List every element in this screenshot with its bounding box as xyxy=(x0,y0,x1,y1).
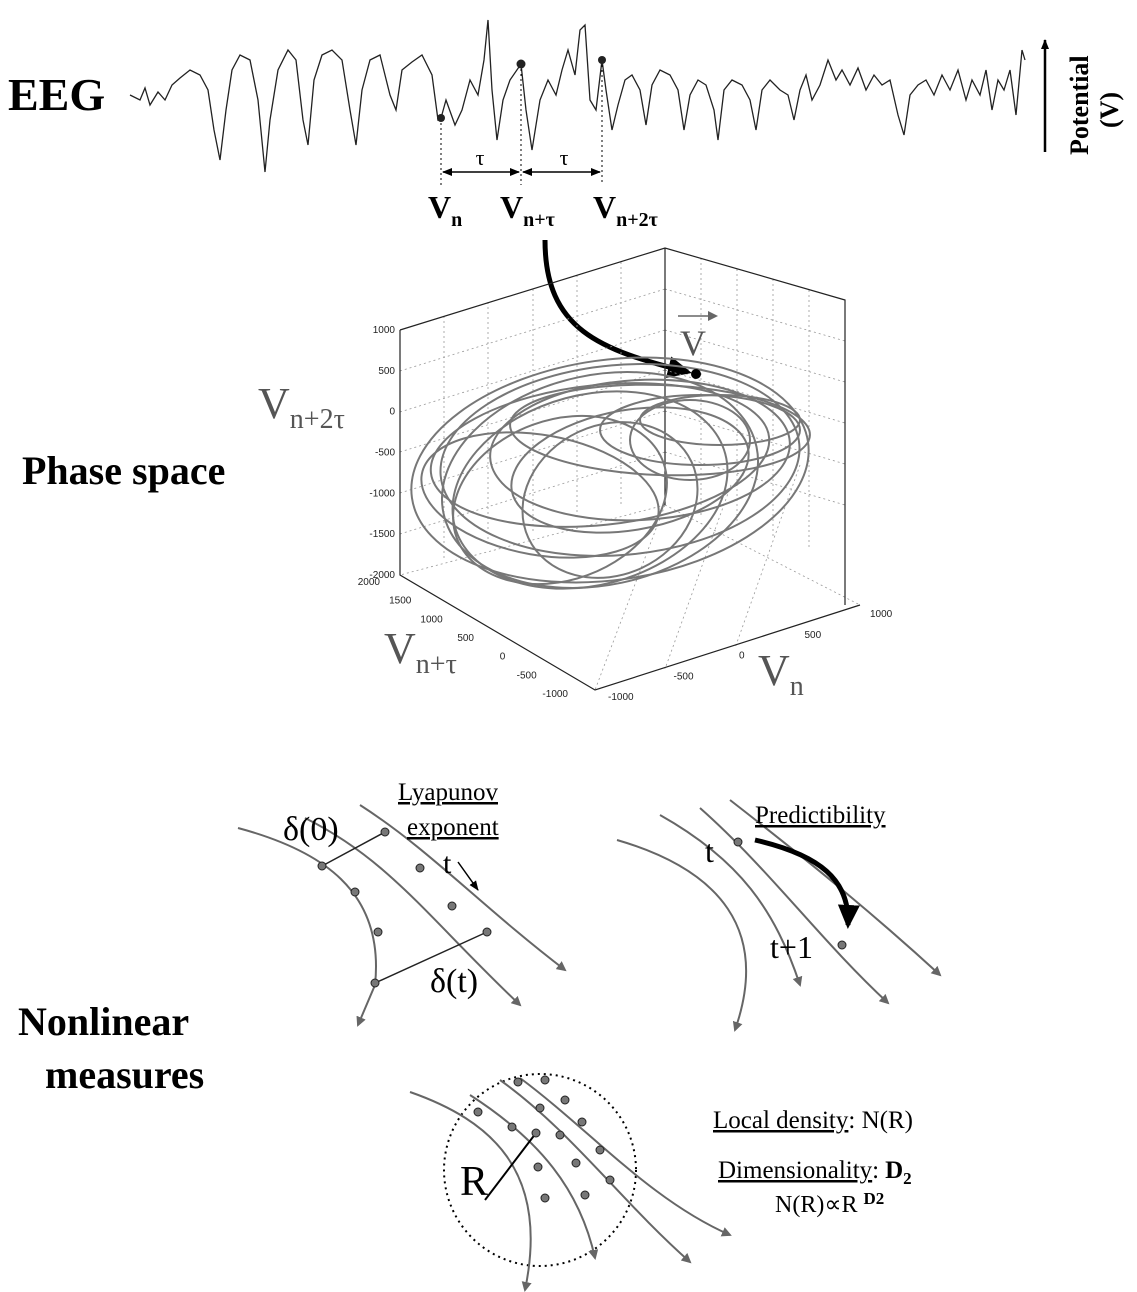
embedding-arrow xyxy=(545,240,688,372)
tick-label: 0 xyxy=(500,652,506,663)
lyapunov-label: exponent xyxy=(407,814,499,841)
section-title: measures xyxy=(45,1052,204,1097)
section-title: Phase space xyxy=(22,448,225,493)
phase-frame xyxy=(400,248,860,690)
axis-label: Vn+2τ xyxy=(258,379,345,435)
lyapunov-final: δ(t) xyxy=(430,963,478,1000)
dimension-diagram xyxy=(410,1074,730,1290)
tick-label: -1500 xyxy=(369,529,395,540)
tick-label: 0 xyxy=(389,407,395,418)
tick-label: 1000 xyxy=(373,325,396,336)
tick-label: -1000 xyxy=(369,488,395,499)
tick-label: -500 xyxy=(674,671,694,682)
tick-label: 1000 xyxy=(870,609,893,620)
delay-label: τ xyxy=(560,145,569,170)
predictability-label: Predictibility xyxy=(755,802,886,829)
axis-label: Potential xyxy=(1065,55,1094,155)
tick-label: 500 xyxy=(378,366,395,377)
density-label: Local density: N(R) xyxy=(713,1107,913,1134)
tick-label: -500 xyxy=(375,448,395,459)
tick-label: 1000 xyxy=(420,614,443,625)
time-label: t+1 xyxy=(770,929,813,965)
predictability-diagram xyxy=(617,800,940,1030)
axis-label: Vn+τ xyxy=(384,624,457,680)
dimensionality-label: Dimensionality:D2 xyxy=(718,1157,912,1188)
eeg-label: EEG xyxy=(8,69,105,120)
axis-label: (V) xyxy=(1095,92,1124,128)
lyapunov-label: Lyapunov xyxy=(398,779,498,806)
tick-label: 500 xyxy=(457,633,474,644)
time-label: t xyxy=(443,847,452,880)
sample-label: Vn+2τ xyxy=(593,189,658,231)
tick-label: 1500 xyxy=(389,596,412,607)
tick-label: -1000 xyxy=(608,692,634,703)
sample-label: Vn+τ xyxy=(500,189,555,231)
attractor xyxy=(397,333,824,618)
vector-label: V xyxy=(680,323,706,363)
time-label: t xyxy=(705,833,714,869)
tick-label: -1000 xyxy=(542,689,568,700)
tick-label: 0 xyxy=(739,651,745,662)
tick-label: -500 xyxy=(517,670,537,681)
delay-label: τ xyxy=(476,145,485,170)
eeg-trace xyxy=(130,20,1025,172)
sample-label: Vn xyxy=(428,189,462,231)
section-title: Nonlinear xyxy=(18,999,189,1044)
axis-label: Vn xyxy=(758,646,804,702)
lyapunov-initial: δ(0) xyxy=(283,811,339,848)
radius-label: R xyxy=(460,1159,488,1205)
tick-label: 500 xyxy=(805,630,822,641)
tick-label: 2000 xyxy=(358,577,381,588)
state-point xyxy=(691,369,701,379)
figure: EEG τ τ Vn Vn+τ Vn+2τ Potential (V) V 10… xyxy=(0,0,1137,1292)
eeg-samples xyxy=(437,56,606,185)
